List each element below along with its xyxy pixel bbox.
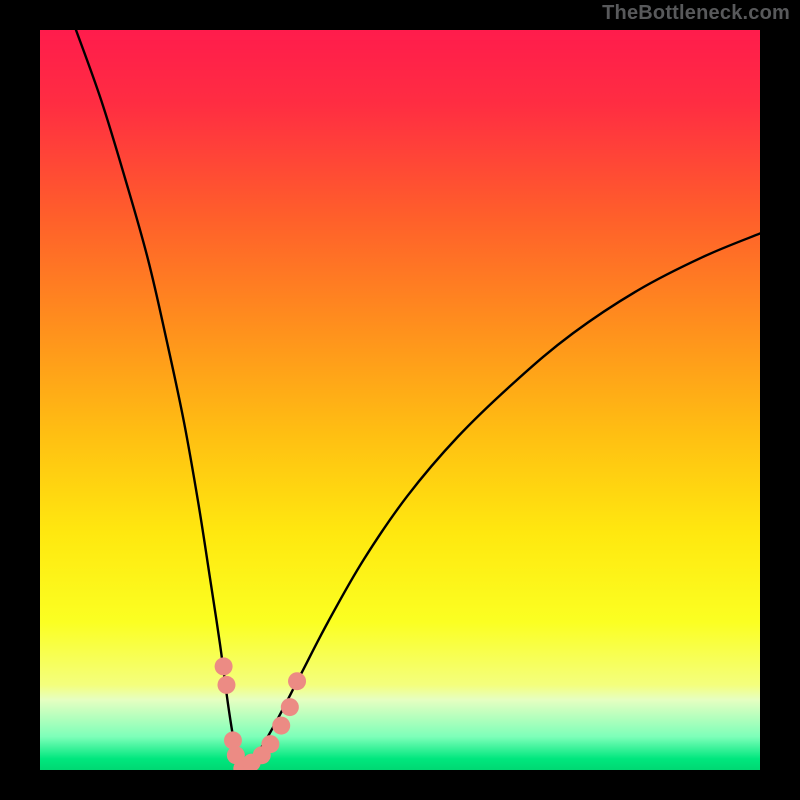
gradient-background [40, 30, 760, 770]
plot-area [40, 30, 760, 770]
data-marker [281, 698, 299, 716]
data-marker [215, 657, 233, 675]
chart-frame: TheBottleneck.com [0, 0, 800, 800]
watermark-text: TheBottleneck.com [602, 2, 790, 25]
data-marker [288, 672, 306, 690]
data-marker [272, 717, 290, 735]
data-marker [217, 676, 235, 694]
data-marker [261, 735, 279, 753]
